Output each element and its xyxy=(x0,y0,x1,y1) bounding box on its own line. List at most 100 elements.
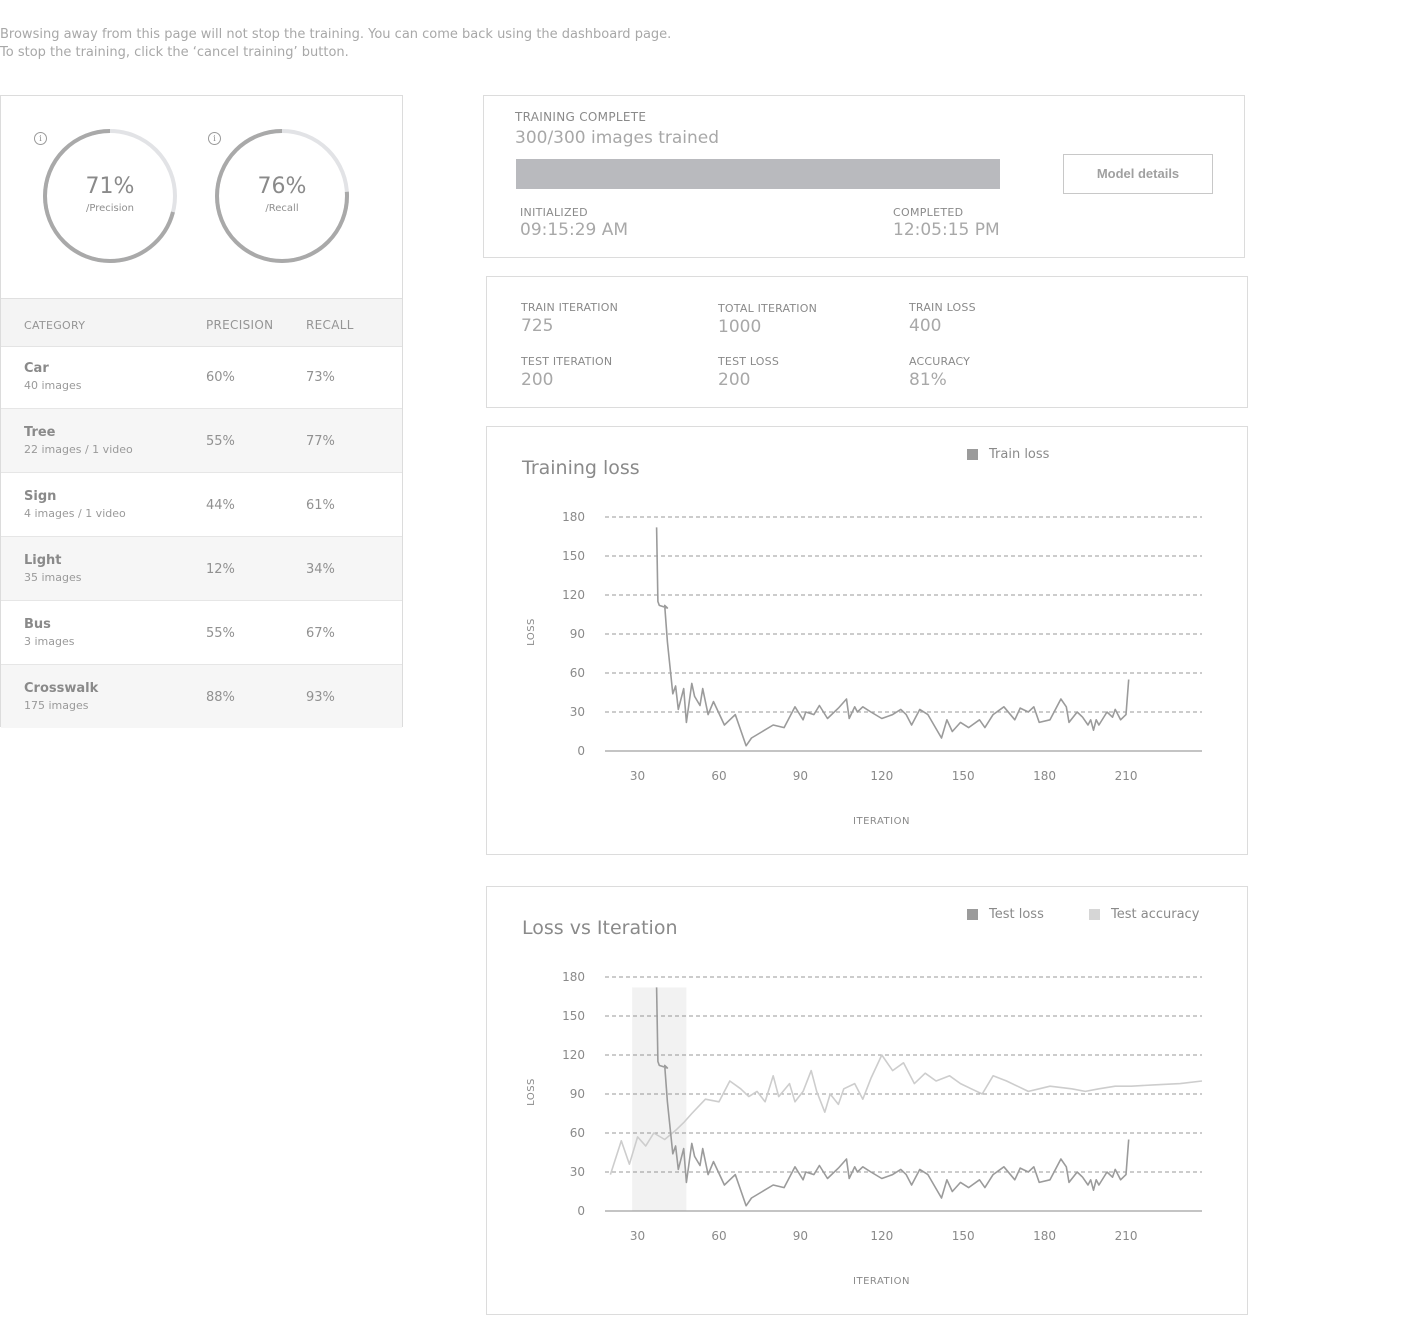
recall-ring: 76% /Recall xyxy=(212,126,352,266)
category-precision: 55% xyxy=(206,434,235,449)
y-tick-label: 120 xyxy=(562,588,585,602)
x-tick-label: 150 xyxy=(952,1229,975,1243)
recall-ring-arc xyxy=(215,129,349,263)
x-tick-label: 180 xyxy=(1033,1229,1056,1243)
header-recall: RECALL xyxy=(306,318,354,332)
category-recall: 73% xyxy=(306,370,335,385)
y-tick-label: 120 xyxy=(562,1048,585,1062)
x-tick-label: 30 xyxy=(630,769,645,783)
accuracy-value: 81% xyxy=(909,370,947,390)
x-tick-label: 210 xyxy=(1115,1229,1138,1243)
table-row[interactable]: Car 40 images 60% 73% xyxy=(1,345,402,409)
test-iteration-label: TEST ITERATION xyxy=(521,355,613,368)
legend-swatch xyxy=(1089,909,1100,920)
x-tick-label: 30 xyxy=(630,1229,645,1243)
category-count: 3 images xyxy=(24,635,75,648)
y-tick-label: 60 xyxy=(570,666,585,680)
y-tick-label: 0 xyxy=(577,744,585,758)
x-tick-label: 90 xyxy=(793,769,808,783)
legend-label: Train loss xyxy=(989,447,1050,462)
y-tick-label: 90 xyxy=(570,627,585,641)
category-name: Light xyxy=(24,553,62,568)
category-count: 175 images xyxy=(24,699,89,712)
test-loss-value: 200 xyxy=(718,370,751,390)
initialized-time: 09:15:29 AM xyxy=(520,220,629,240)
category-name: Crosswalk xyxy=(24,681,99,696)
info-icon[interactable]: i xyxy=(208,132,221,145)
y-tick-label: 150 xyxy=(562,549,585,563)
accuracy-label: ACCURACY xyxy=(909,355,971,368)
series-line xyxy=(655,527,1130,747)
test-loss-label: TEST LOSS xyxy=(718,355,780,368)
info-icon[interactable]: i xyxy=(34,132,47,145)
metrics-panel: i 71% /Precision i 76% /Recall CATEGORY … xyxy=(0,95,403,728)
table-row[interactable]: Tree 22 images / 1 video 55% 77% xyxy=(1,409,402,473)
x-axis-label: ITERATION xyxy=(853,1276,910,1287)
chart-title: Loss vs Iteration xyxy=(522,917,678,939)
series-line xyxy=(609,1054,1203,1175)
legend-label: Test accuracy xyxy=(1111,907,1200,922)
category-count: 4 images / 1 video xyxy=(24,507,126,520)
y-tick-label: 60 xyxy=(570,1126,585,1140)
model-details-button[interactable]: Model details xyxy=(1063,154,1213,194)
category-count: 22 images / 1 video xyxy=(24,443,133,456)
category-name: Tree xyxy=(24,425,56,440)
legend-label: Test loss xyxy=(989,907,1044,922)
category-table-header: CATEGORY PRECISION RECALL xyxy=(1,298,402,347)
table-row[interactable]: Bus 3 images 55% 67% xyxy=(1,601,402,665)
x-tick-label: 60 xyxy=(711,769,726,783)
y-axis-label: LOSS xyxy=(526,618,537,646)
legend-swatch xyxy=(967,449,978,460)
x-tick-label: 210 xyxy=(1115,769,1138,783)
training-status-panel: TRAINING COMPLETE 300/300 images trained… xyxy=(483,95,1245,258)
category-name: Car xyxy=(24,361,49,376)
test-iteration-value: 200 xyxy=(521,370,554,390)
training-progress-bar xyxy=(516,159,1000,189)
table-row[interactable]: Sign 4 images / 1 video 44% 61% xyxy=(1,473,402,537)
recall-value: 76% xyxy=(257,174,307,199)
total-iteration-value: 1000 xyxy=(718,317,762,337)
header-precision: PRECISION xyxy=(206,318,274,332)
y-tick-label: 0 xyxy=(577,1204,585,1218)
training-loss-plot: 0 30 60 90 120 150 180 30 60 90 120 150 180 210 ITERAT… xyxy=(526,510,1202,827)
chart-title: Training loss xyxy=(522,457,640,479)
category-recall: 61% xyxy=(306,498,335,513)
status-title: TRAINING COMPLETE xyxy=(515,110,647,124)
y-tick-label: 90 xyxy=(570,1087,585,1101)
highlight-band xyxy=(632,987,687,1211)
series-line xyxy=(655,987,1130,1207)
category-precision: 88% xyxy=(206,690,235,705)
category-recall: 77% xyxy=(306,434,335,449)
initialized-label: INITIALIZED xyxy=(520,206,588,219)
category-precision: 44% xyxy=(206,498,235,513)
y-tick-label: 180 xyxy=(562,510,585,524)
category-recall: 93% xyxy=(306,690,335,705)
images-trained: 300/300 images trained xyxy=(515,128,720,148)
header-category: CATEGORY xyxy=(24,319,86,332)
total-iteration-label: TOTAL ITERATION xyxy=(718,302,818,315)
recall-ring-graphic xyxy=(215,129,349,263)
x-tick-label: 60 xyxy=(711,1229,726,1243)
precision-ring-graphic xyxy=(43,129,177,263)
category-count: 35 images xyxy=(24,571,82,584)
category-name: Sign xyxy=(24,489,57,504)
category-precision: 55% xyxy=(206,626,235,641)
training-loss-chart: Training loss Train loss 0 30 60 90 120 150 18… xyxy=(486,426,1248,855)
x-tick-label: 90 xyxy=(793,1229,808,1243)
precision-value: 71% xyxy=(85,174,135,199)
y-tick-label: 30 xyxy=(570,705,585,719)
completed-time: 12:05:15 PM xyxy=(893,220,1000,240)
table-row[interactable]: Light 35 images 12% 34% xyxy=(1,537,402,601)
notice-line-1: Browsing away from this page will not st… xyxy=(0,27,672,42)
training-stats-panel: TRAIN ITERATION 725 TOTAL ITERATION 1000… xyxy=(486,276,1248,408)
loss-vs-iteration-plot: 0 30 60 90 120 150 180 30 60 90 120 150 180 210 ITERAT… xyxy=(526,970,1203,1287)
category-recall: 67% xyxy=(306,626,335,641)
train-loss-label: TRAIN LOSS xyxy=(909,301,976,314)
x-axis-label: ITERATION xyxy=(853,816,910,827)
y-tick-label: 30 xyxy=(570,1165,585,1179)
loss-vs-iteration-chart: Loss vs Iteration Test loss Test accurac… xyxy=(486,886,1248,1315)
table-row[interactable]: Crosswalk 175 images 88% 93% xyxy=(1,665,402,728)
recall-label: /Recall xyxy=(265,203,299,214)
training-progress-fill xyxy=(516,159,1000,189)
legend-swatch xyxy=(967,909,978,920)
